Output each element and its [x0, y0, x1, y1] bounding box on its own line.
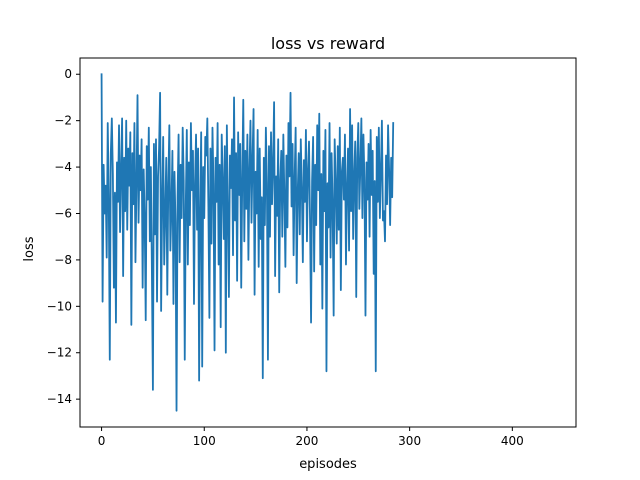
plot-frame [79, 57, 577, 428]
plot-layer [100, 73, 395, 412]
x-tick-label: 0 [98, 434, 106, 448]
y-tick-label: −4 [54, 160, 72, 174]
x-tick-label: 300 [398, 434, 421, 448]
x-tick-label: 400 [501, 434, 524, 448]
axes-layer: 0 100 200 300 400 0 −2 −4 −6 −8 −10 −12 −14 [47, 57, 577, 448]
y-tick-label: −6 [54, 206, 72, 220]
y-tick-label: −14 [47, 392, 72, 406]
x-axis-label: episodes [299, 457, 357, 472]
x-tick-label: 100 [193, 434, 216, 448]
chart-title: loss vs reward [271, 34, 385, 53]
y-tick-label: −2 [54, 114, 72, 128]
y-tick-label: 0 [64, 67, 72, 81]
y-tick-label: −10 [47, 299, 72, 313]
y-axis-label: loss [22, 236, 37, 261]
y-tick-label: −8 [54, 253, 72, 267]
x-tick-label: 200 [295, 434, 318, 448]
y-tick-label: −12 [47, 346, 72, 360]
series-line-0 [100, 73, 395, 412]
